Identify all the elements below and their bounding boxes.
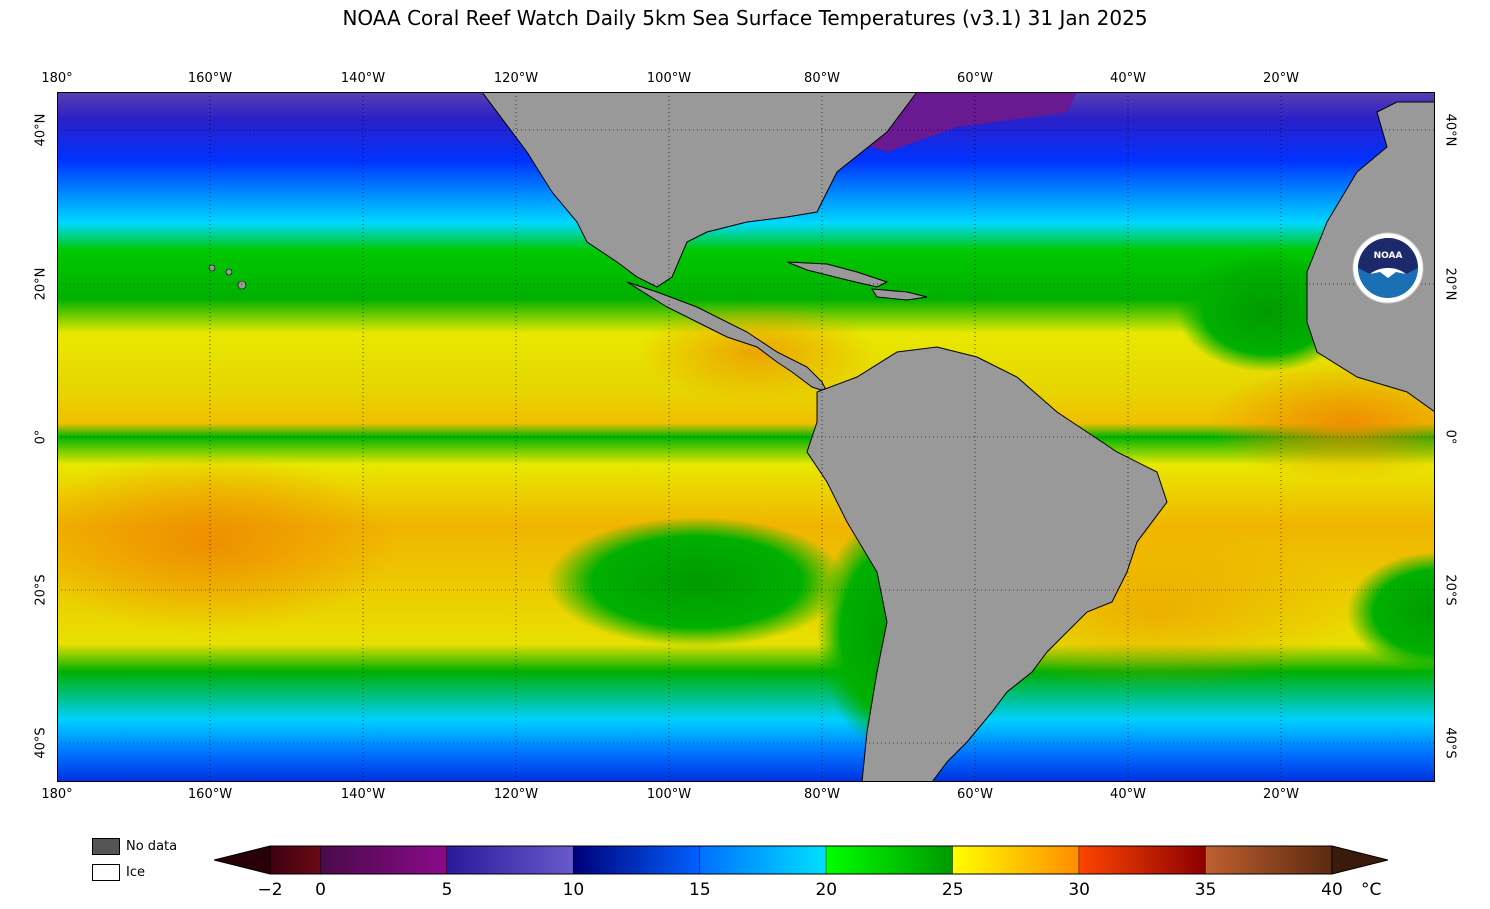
lat-label-right: 40°S [1442,727,1458,759]
lon-label-bottom: 180° [41,787,73,802]
lon-label-bottom: 100°W [646,787,692,802]
central-america [626,281,828,393]
colorbar-tick-label: 10 [562,880,585,900]
north-america [481,92,918,288]
lon-label-bottom: 140°W [340,787,386,802]
svg-text:NOAA: NOAA [1374,251,1403,261]
lon-label-top: 40°W [1110,71,1146,86]
colorbar-high-arrow [1331,845,1388,875]
lat-label-right: 20°S [1442,574,1458,606]
colorbar-tick-label: 5 [441,880,453,900]
lat-label-left: 20°N [33,267,49,301]
colorbar-tick-label: −2 [257,880,283,900]
colorbar-segment [826,846,953,874]
lat-label-left: 20°S [33,574,49,606]
colorbar-unit: °C [1361,880,1382,900]
colorbar-segment [270,846,321,874]
sst-map: NOAA [57,92,1435,782]
colorbar-low-arrow [214,845,271,875]
lon-label-bottom: 120°W [493,787,539,802]
lon-label-top: 60°W [957,71,993,86]
lon-label-bottom: 60°W [957,787,993,802]
lon-label-bottom: 20°W [1263,787,1299,802]
colorbar-outline [269,845,1333,875]
colorbar-segment [1079,846,1206,874]
lon-label-top: 140°W [340,71,386,86]
colorbar-segment [952,846,1080,874]
colorbar-segment [1205,846,1332,874]
lat-label-left: 40°S [33,727,49,759]
noaa-logo-icon: NOAA [1352,232,1424,304]
no-data-swatch [92,838,120,855]
lon-label-bottom: 160°W [187,787,233,802]
colorbar-tick-label: 0 [315,880,326,900]
colorbar [214,845,1388,875]
colorbar-tick-label: 40 [1321,880,1343,900]
lon-label-bottom: 40°W [1110,787,1146,802]
colorbar-tick-label: 35 [1194,880,1217,900]
colorbar-tick-label: 15 [689,880,711,900]
colorbar-segment [699,846,827,874]
lon-label-top: 180° [41,71,73,86]
lon-label-top: 160°W [187,71,233,86]
colorbar-segment [320,846,447,874]
lat-label-left: 40°N [33,113,49,147]
no-data-label: No data [126,839,178,854]
lon-label-top: 120°W [493,71,539,86]
lat-label-right: 40°N [1442,113,1458,147]
lon-label-bottom: 80°W [804,787,840,802]
colorbar-segment [573,846,700,874]
colorbar-tick-label: 20 [815,880,838,900]
ice-label: Ice [126,865,145,880]
south-america [806,346,1168,782]
lon-label-top: 100°W [646,71,692,86]
lat-label-left: 0° [33,429,49,445]
map-title: NOAA Coral Reef Watch Daily 5km Sea Surf… [342,6,1148,30]
ice-swatch [92,864,120,881]
colorbar-tick-label: 25 [941,880,964,900]
lon-label-top: 80°W [804,71,840,86]
lon-label-top: 20°W [1263,71,1299,86]
lat-label-right: 20°N [1442,267,1458,301]
colorbar-segment [447,846,574,874]
colorbar-tick-label: 30 [1068,880,1090,900]
lat-label-right: 0° [1442,429,1458,445]
